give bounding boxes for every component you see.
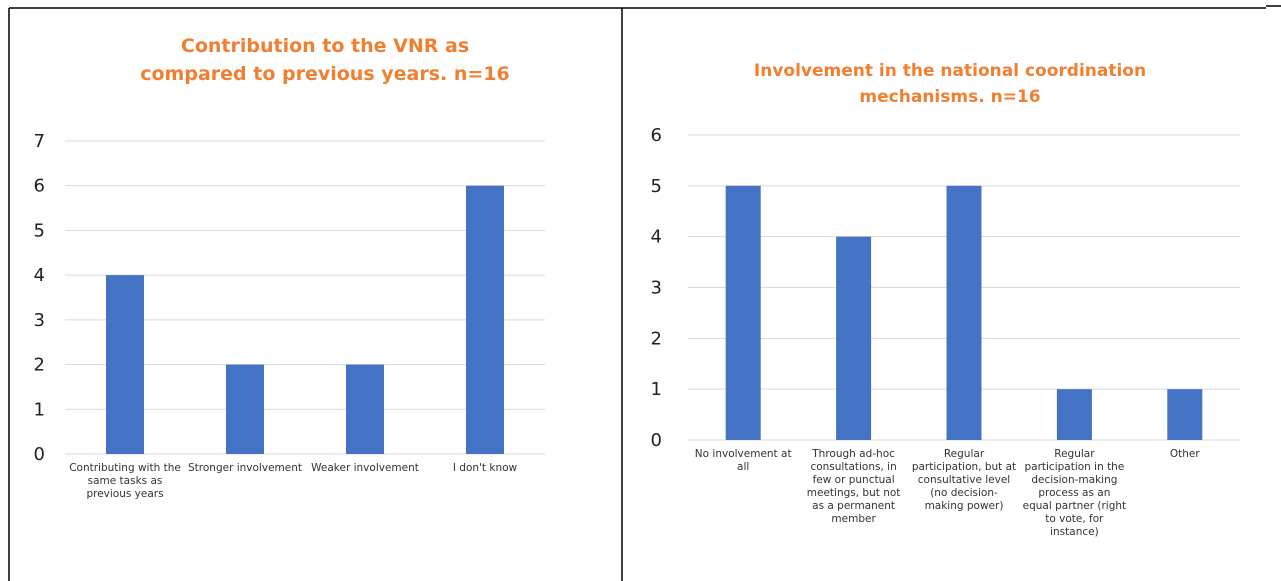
y-tick-label: 4 (34, 265, 45, 286)
x-tick-label: Stronger involvement (188, 462, 302, 474)
bar (466, 185, 504, 454)
y-tick-label: 0 (651, 430, 662, 451)
bar (106, 275, 144, 454)
y-tick-label: 2 (34, 355, 45, 376)
bar (1056, 389, 1092, 440)
bar (1167, 389, 1203, 440)
bar (946, 185, 982, 440)
y-tick-label: 5 (651, 176, 662, 197)
y-tick-label: 6 (651, 125, 662, 146)
x-tick-label: Contributing with the same tasks as previo… (69, 462, 181, 500)
x-tick-label: No involvement at all (695, 448, 792, 473)
y-tick-label: 5 (34, 220, 45, 241)
bar (836, 236, 872, 440)
x-tick-label: Through ad-hoc consultations, in few or pu… (807, 448, 901, 525)
x-tick-label: Regular participation, but at consultative… (912, 448, 1016, 512)
x-tick-label: Weaker involvement (311, 462, 419, 474)
x-tick-label: Regular participation in the decision-maki… (1023, 448, 1127, 538)
y-tick-label: 1 (34, 399, 45, 420)
chart-title: mechanisms. n=16 (859, 87, 1040, 107)
chart-title: compared to previous years. n=16 (140, 63, 510, 85)
y-tick-label: 0 (34, 444, 45, 465)
chart-title: Involvement in the national coordination (754, 61, 1146, 81)
x-tick-label: I don't know (453, 462, 518, 474)
y-tick-label: 4 (651, 227, 662, 248)
y-tick-label: 7 (34, 131, 45, 152)
y-tick-label: 2 (651, 328, 662, 349)
y-tick-label: 6 (34, 176, 45, 197)
bar (346, 364, 384, 454)
x-tick-label: Other (1170, 448, 1200, 460)
chart-title: Contribution to the VNR as (181, 35, 469, 57)
y-tick-label: 1 (651, 379, 662, 400)
y-tick-label: 3 (651, 278, 662, 299)
bar (725, 185, 761, 440)
bar (226, 364, 264, 454)
y-tick-label: 3 (34, 310, 45, 331)
